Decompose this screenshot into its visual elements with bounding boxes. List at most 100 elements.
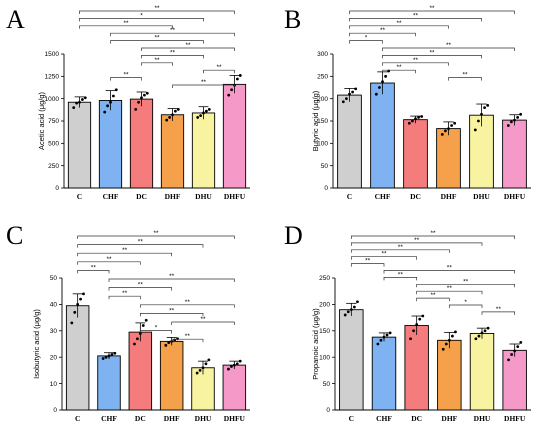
data-point-DHF: [174, 109, 177, 113]
data-point-DHF: [440, 133, 444, 136]
significance-label: **: [429, 49, 435, 56]
bar-DC: [128, 331, 153, 411]
data-point-DHFU: [238, 359, 242, 363]
data-point-DC: [144, 318, 148, 322]
y-tick-label: 0: [55, 185, 59, 192]
data-point-DHFU: [230, 88, 233, 92]
significance-bracket: [108, 295, 141, 300]
data-point-C: [354, 87, 358, 91]
data-point-C: [351, 90, 354, 94]
significance-bracket: [79, 18, 204, 22]
y-tick-label: 300: [317, 51, 328, 58]
y-tick-label: 50: [321, 163, 329, 170]
y-tick-label: 250: [317, 74, 328, 81]
significance-label: **: [430, 292, 436, 299]
significance-bracket: [171, 321, 235, 325]
significance-bracket: [139, 313, 204, 317]
significance-label: **: [200, 316, 206, 323]
data-point-DHU: [204, 362, 208, 366]
significance-bracket: [139, 330, 173, 334]
y-tick-label: 250: [319, 275, 330, 282]
data-point-DHFU: [516, 345, 520, 349]
significance-bracket: [77, 235, 235, 239]
y-tick-label: 500: [48, 141, 59, 148]
y-tick-label: 1500: [45, 51, 60, 58]
data-point-DC: [133, 342, 136, 346]
significance-label: **: [201, 79, 207, 86]
significance-label: **: [106, 256, 112, 263]
data-point-DC: [141, 324, 145, 327]
data-point-DHF: [165, 118, 169, 122]
data-point-CHF: [114, 88, 118, 92]
data-point-C: [352, 305, 356, 309]
significance-label: **: [169, 307, 175, 314]
significance-bracket: [110, 32, 235, 37]
significance-bracket: [77, 261, 141, 265]
data-point-DC: [411, 119, 414, 123]
significance-label: **: [398, 244, 404, 251]
significance-label: **: [154, 35, 160, 42]
data-point-C: [79, 297, 82, 301]
category-label-CHF: CHF: [101, 414, 117, 423]
significance-label: **: [447, 265, 453, 272]
bar-DHF: [436, 128, 461, 189]
data-point-C: [349, 308, 353, 312]
data-point-C: [83, 96, 87, 100]
significance-bracket: [171, 338, 204, 343]
y-tick-label: 20: [50, 354, 58, 361]
significance-bracket: [350, 249, 450, 253]
data-point-C: [356, 300, 359, 304]
data-point-DC: [409, 337, 412, 341]
category-label-DHF: DHF: [441, 414, 457, 423]
y-tick-label: 100: [319, 354, 330, 361]
data-point-C: [72, 106, 76, 109]
category-label-DHF: DHF: [441, 192, 457, 201]
y-tick-label: 150: [319, 328, 330, 335]
data-point-CHF: [382, 335, 386, 339]
category-label-DHFU: DHFU: [224, 192, 246, 201]
bar-DHFU: [222, 83, 247, 189]
data-point-DHU: [199, 114, 202, 118]
panel-B: B 0 50 100 150 200 250 300 Butyric acid (μg/g) C C…: [284, 5, 531, 201]
y-tick-label: 30: [50, 328, 58, 335]
y-tick-label: 0: [326, 407, 330, 414]
significance-label: **: [185, 42, 191, 49]
significance-bracket: [108, 287, 173, 291]
bar-C: [67, 101, 92, 189]
y-axis-title: Isobutyric acid (μg/g): [32, 309, 41, 379]
data-point-CHF: [106, 104, 109, 108]
data-point-CHF: [384, 74, 387, 78]
data-point-DHFU: [236, 77, 239, 81]
data-point-DHFU: [235, 362, 239, 366]
significance-label: **: [154, 57, 160, 64]
data-point-DHF: [171, 113, 174, 117]
significance-bracket: [382, 69, 416, 74]
bar-DHF: [437, 339, 462, 411]
data-point-DHFU: [510, 353, 514, 356]
significance-label: **: [413, 57, 419, 64]
significance-bracket: [110, 77, 142, 81]
data-point-CHF: [112, 94, 115, 98]
significance-label: **: [185, 333, 191, 340]
category-label-C: C: [349, 414, 354, 423]
data-point-CHF: [101, 357, 105, 360]
category-label-DC: DC: [411, 414, 422, 423]
data-point-CHF: [103, 110, 107, 114]
data-point-C: [341, 100, 345, 104]
category-label-DHFU: DHFU: [504, 414, 526, 423]
data-point-DHF: [176, 337, 179, 341]
significance-label: **: [462, 72, 468, 79]
significance-label: **: [414, 237, 420, 244]
significance-bracket: [77, 252, 173, 257]
data-point-DC: [418, 317, 422, 321]
significance-label: **: [122, 247, 128, 254]
category-label-DC: DC: [136, 192, 147, 201]
bar-DHFU: [502, 349, 527, 411]
data-point-DHF: [453, 121, 457, 125]
category-label-CHF: CHF: [375, 192, 391, 201]
significance-label: *: [365, 35, 368, 42]
bar-C: [339, 309, 364, 411]
data-point-DHFU: [513, 118, 516, 122]
bar-DC: [403, 119, 428, 189]
